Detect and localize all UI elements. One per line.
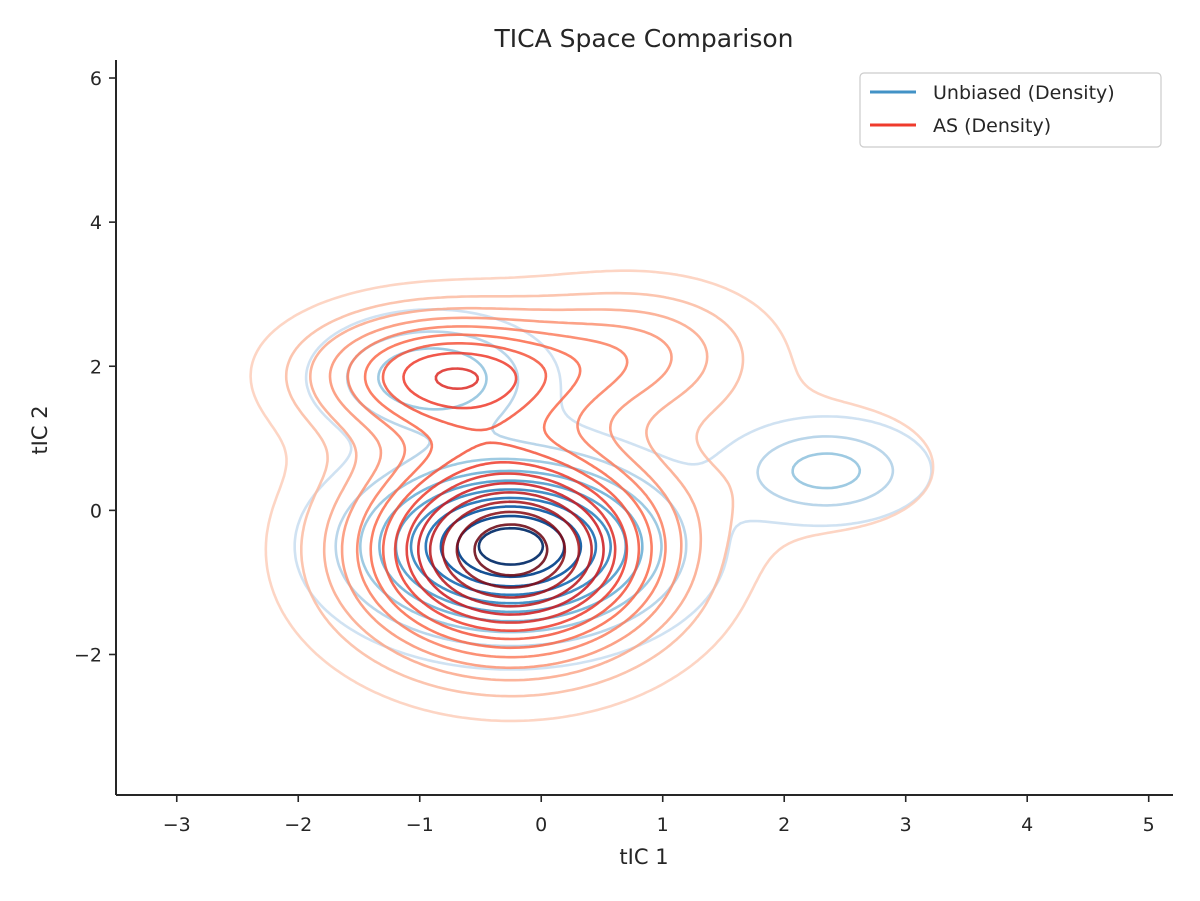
x-tick-label: −3 <box>163 814 191 836</box>
unbiased-contour-level <box>359 347 862 634</box>
as-contour-level <box>363 333 653 650</box>
y-axis-ticks: −2 0 2 4 6 <box>74 68 116 666</box>
contour-area <box>249 269 935 723</box>
legend-label-unbiased: Unbiased (Density) <box>933 82 1115 104</box>
x-axis-ticks: −3 −2 −1 0 1 2 3 4 5 <box>163 795 1155 836</box>
y-tick-label: −2 <box>74 644 102 666</box>
as-contour-level <box>346 325 667 659</box>
as-contour-level <box>441 500 581 599</box>
as-contour-level <box>249 269 935 723</box>
y-axis-label: tIC 2 <box>28 405 52 454</box>
as-contour-level <box>328 316 683 670</box>
as-contour-level <box>393 351 629 632</box>
x-tick-label: 1 <box>657 814 669 836</box>
y-tick-label: 6 <box>90 68 102 90</box>
x-tick-label: 5 <box>1143 814 1155 836</box>
x-tick-label: 2 <box>778 814 790 836</box>
x-tick-label: 4 <box>1021 814 1033 836</box>
x-axis-label: tIC 1 <box>619 845 668 869</box>
chart-title: TICA Space Comparison <box>494 24 794 53</box>
legend-label-as: AS (Density) <box>933 115 1051 137</box>
as-contour-level <box>473 523 549 577</box>
as-contour-level <box>417 481 605 616</box>
unbiased-contour-level <box>477 526 545 566</box>
as-contour-level <box>405 367 617 624</box>
x-tick-label: 3 <box>900 814 912 836</box>
as-contour-level <box>284 291 745 698</box>
x-tick-label: −1 <box>406 814 434 836</box>
y-tick-label: 4 <box>90 212 102 234</box>
y-tick-label: 0 <box>90 500 102 522</box>
legend-frame <box>859 72 1162 148</box>
as-contour-level <box>455 510 567 589</box>
y-tick-label: 2 <box>90 356 102 378</box>
as-contour-level <box>381 342 641 641</box>
as-contour-level <box>428 491 593 608</box>
x-tick-label: 0 <box>535 814 547 836</box>
x-tick-label: −2 <box>284 814 312 836</box>
legend: Unbiased (Density) AS (Density) <box>859 72 1162 148</box>
as-contour-level <box>309 306 709 682</box>
